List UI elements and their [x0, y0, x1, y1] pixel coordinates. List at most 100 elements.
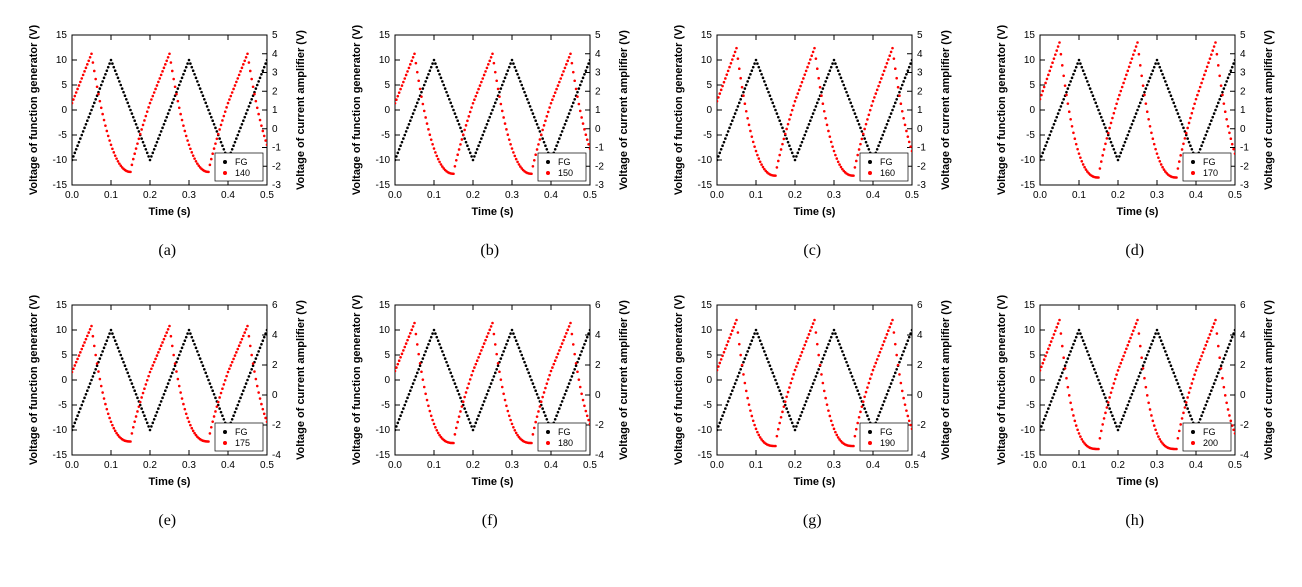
- svg-text:Voltage of function generator: Voltage of function generator (V): [28, 25, 40, 196]
- svg-text:Time (s): Time (s): [794, 206, 836, 218]
- svg-text:FG: FG: [558, 157, 571, 167]
- svg-text:0: 0: [1029, 375, 1035, 386]
- svg-text:4: 4: [272, 49, 278, 60]
- svg-text:0.1: 0.1: [427, 460, 441, 471]
- svg-text:4: 4: [1240, 330, 1246, 341]
- caption-b: (b): [480, 242, 499, 260]
- caption-d: (d): [1125, 242, 1144, 260]
- svg-text:-2: -2: [272, 420, 281, 431]
- svg-text:-10: -10: [53, 155, 68, 166]
- svg-text:-5: -5: [703, 400, 712, 411]
- svg-text:0.3: 0.3: [1150, 190, 1164, 201]
- svg-text:FG: FG: [235, 157, 248, 167]
- svg-text:0.5: 0.5: [260, 190, 274, 201]
- svg-text:-4: -4: [272, 450, 281, 461]
- svg-text:0.5: 0.5: [583, 460, 597, 471]
- svg-text:0.2: 0.2: [143, 460, 157, 471]
- svg-text:0.0: 0.0: [710, 460, 724, 471]
- svg-text:3: 3: [1240, 68, 1246, 79]
- svg-text:0: 0: [1029, 105, 1035, 116]
- svg-text:Voltage of current amplifier (: Voltage of current amplifier (V): [618, 300, 630, 460]
- svg-text:Voltage of function generator: Voltage of function generator (V): [996, 25, 1008, 196]
- svg-text:0.1: 0.1: [104, 460, 118, 471]
- svg-text:-2: -2: [595, 161, 604, 172]
- svg-text:5: 5: [1240, 30, 1246, 41]
- caption-h: (h): [1125, 512, 1144, 530]
- svg-text:-5: -5: [381, 130, 390, 141]
- svg-text:0: 0: [62, 375, 68, 386]
- svg-text:6: 6: [272, 300, 278, 311]
- svg-text:0: 0: [272, 390, 278, 401]
- svg-text:0.4: 0.4: [1189, 460, 1203, 471]
- svg-text:5: 5: [1029, 350, 1035, 361]
- svg-text:1: 1: [1240, 105, 1246, 116]
- svg-text:-5: -5: [58, 400, 67, 411]
- svg-text:0.1: 0.1: [749, 190, 763, 201]
- svg-text:0.4: 0.4: [221, 190, 235, 201]
- svg-text:-15: -15: [53, 450, 68, 461]
- svg-text:2: 2: [917, 360, 923, 371]
- svg-text:-3: -3: [595, 180, 604, 191]
- svg-text:Voltage of current amplifier (: Voltage of current amplifier (V): [295, 300, 307, 460]
- svg-text:15: 15: [56, 300, 68, 311]
- svg-text:0.2: 0.2: [788, 190, 802, 201]
- svg-text:0.1: 0.1: [427, 190, 441, 201]
- svg-text:2: 2: [272, 86, 278, 97]
- svg-text:Voltage of current amplifier (: Voltage of current amplifier (V): [295, 30, 307, 190]
- svg-text:Voltage of function generator: Voltage of function generator (V): [996, 295, 1008, 466]
- svg-text:FG: FG: [1203, 427, 1216, 437]
- svg-text:0.3: 0.3: [505, 190, 519, 201]
- svg-text:FG: FG: [558, 427, 571, 437]
- svg-text:-15: -15: [375, 450, 390, 461]
- svg-text:0.5: 0.5: [260, 460, 274, 471]
- chart-f: 0.00.10.20.30.40.5-15-10-5051015-4-20246…: [340, 290, 640, 500]
- svg-text:Voltage of current amplifier (: Voltage of current amplifier (V): [618, 30, 630, 190]
- svg-text:-5: -5: [1026, 400, 1035, 411]
- svg-text:5: 5: [384, 80, 390, 91]
- subplot-h: 0.00.10.20.30.40.5-15-10-5051015-4-20246…: [979, 290, 1292, 530]
- svg-text:Time (s): Time (s): [794, 476, 836, 488]
- svg-text:Voltage of current amplifier (: Voltage of current amplifier (V): [940, 30, 952, 190]
- svg-text:0.0: 0.0: [1033, 190, 1047, 201]
- svg-text:-15: -15: [698, 450, 713, 461]
- svg-text:5: 5: [917, 30, 923, 41]
- svg-text:175: 175: [235, 438, 250, 448]
- svg-text:-4: -4: [917, 450, 926, 461]
- svg-text:6: 6: [595, 300, 601, 311]
- svg-text:-10: -10: [53, 425, 68, 436]
- svg-text:-3: -3: [272, 180, 281, 191]
- svg-text:-2: -2: [272, 161, 281, 172]
- svg-text:10: 10: [379, 55, 391, 66]
- svg-text:-5: -5: [381, 400, 390, 411]
- svg-text:0.0: 0.0: [65, 460, 79, 471]
- svg-text:-1: -1: [272, 143, 281, 154]
- svg-text:15: 15: [1024, 30, 1036, 41]
- svg-text:0.5: 0.5: [1228, 460, 1242, 471]
- svg-text:10: 10: [56, 325, 68, 336]
- svg-text:15: 15: [379, 300, 391, 311]
- svg-text:2: 2: [595, 360, 601, 371]
- svg-text:0.3: 0.3: [827, 190, 841, 201]
- svg-text:-2: -2: [1240, 161, 1249, 172]
- svg-text:4: 4: [1240, 49, 1246, 60]
- svg-text:Voltage of function generator: Voltage of function generator (V): [351, 25, 363, 196]
- svg-text:0.1: 0.1: [1072, 190, 1086, 201]
- chart-g: 0.00.10.20.30.40.5-15-10-5051015-4-20246…: [662, 290, 962, 500]
- svg-text:-10: -10: [698, 425, 713, 436]
- svg-text:5: 5: [384, 350, 390, 361]
- svg-text:0.4: 0.4: [866, 460, 880, 471]
- subplot-e: 0.00.10.20.30.40.5-15-10-5051015-4-20246…: [11, 290, 324, 530]
- svg-text:0.0: 0.0: [388, 460, 402, 471]
- svg-text:15: 15: [56, 30, 68, 41]
- svg-text:0.4: 0.4: [544, 460, 558, 471]
- svg-text:-1: -1: [595, 143, 604, 154]
- svg-text:4: 4: [595, 330, 601, 341]
- svg-text:-3: -3: [1240, 180, 1249, 191]
- svg-text:0.3: 0.3: [1150, 460, 1164, 471]
- caption-a: (a): [158, 242, 176, 260]
- svg-text:5: 5: [707, 80, 713, 91]
- svg-text:FG: FG: [880, 427, 893, 437]
- svg-text:-4: -4: [1240, 450, 1249, 461]
- svg-text:0.1: 0.1: [1072, 460, 1086, 471]
- svg-text:0.3: 0.3: [182, 460, 196, 471]
